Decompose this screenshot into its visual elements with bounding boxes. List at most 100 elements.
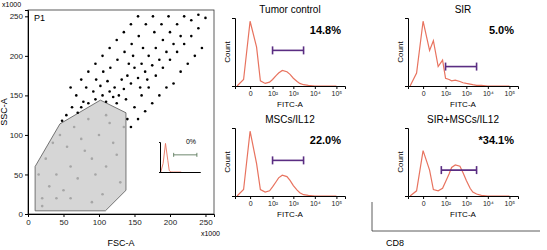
y-axis-label: Count [223, 151, 232, 173]
tick: 10⁴ [483, 86, 494, 97]
tick-label: 10⁴ [310, 90, 321, 97]
point [69, 86, 72, 89]
tick-mark [466, 86, 467, 89]
x-axis: 010²10³10⁴10⁵ [409, 196, 519, 207]
tick-mark [273, 196, 274, 199]
tick-mark [25, 174, 28, 175]
point [71, 106, 74, 109]
gate-end [272, 156, 274, 164]
point [108, 90, 111, 93]
tick-label: 10² [268, 200, 279, 207]
tick: 10³ [462, 196, 473, 207]
chart: 050100150200250050100150200250P1FSC-ASSC… [0, 1, 220, 248]
point [59, 134, 62, 137]
tick-label: 50 [14, 171, 23, 180]
x-axis [161, 172, 201, 174]
tick: 10² [268, 196, 279, 207]
axis-line [405, 129, 409, 197]
point [142, 47, 145, 50]
point [76, 111, 79, 114]
chart: 010²10³10⁴10⁵Tumor control14.8%FITC-ACou… [223, 4, 346, 109]
figure-label-group: CD8 [372, 202, 540, 248]
tick: 0 [19, 210, 28, 219]
gate-end [476, 63, 478, 71]
panel-title: SIR [455, 4, 472, 15]
point [37, 173, 40, 176]
point [160, 23, 163, 26]
figure: 050100150200250050100150200250P1FSC-ASSC… [0, 0, 547, 250]
point [162, 66, 165, 69]
tick-mark [25, 214, 28, 215]
point [123, 88, 126, 91]
tick-mark [25, 16, 28, 17]
gate-end [303, 46, 305, 54]
gate [273, 46, 304, 54]
tick: 10² [268, 86, 279, 97]
point [52, 142, 55, 145]
axis-line [236, 87, 346, 90]
x-axis: 050100150200250 [26, 214, 214, 227]
gate-end [196, 153, 197, 157]
tick: 10⁵ [332, 196, 343, 207]
tick: 10³ [289, 86, 300, 97]
tick-label: 0 [19, 210, 24, 219]
point [82, 100, 85, 103]
tick: 0 [422, 86, 426, 97]
point [55, 197, 58, 200]
tick-mark [423, 86, 424, 89]
tick-mark [488, 86, 489, 89]
tick-mark [509, 196, 510, 199]
percentage: 14.8% [310, 24, 341, 36]
tick-mark [205, 214, 206, 217]
point [130, 43, 133, 46]
point [204, 17, 207, 20]
y-axis-label: Count [396, 41, 405, 63]
point [132, 55, 135, 58]
x-axis-label: FSC-A [108, 238, 135, 248]
tick: 250 [199, 214, 213, 227]
point [137, 15, 140, 18]
point [73, 126, 76, 129]
axis-line [236, 197, 346, 200]
tick-mark [25, 95, 28, 96]
point [179, 35, 182, 38]
point [91, 201, 94, 204]
point [128, 62, 131, 65]
tick-label: 250 [10, 12, 24, 21]
x-axis: 010²10³10⁴10⁵ [236, 86, 346, 97]
panel-title: SIR+MSCs/IL12 [427, 114, 499, 125]
tick-mark [315, 86, 316, 89]
point [147, 86, 150, 89]
point [65, 114, 68, 117]
point [176, 23, 179, 26]
point [123, 31, 126, 34]
point [105, 114, 108, 117]
point [137, 35, 140, 38]
tick: 150 [128, 214, 142, 227]
point [112, 142, 115, 145]
y-axis [405, 19, 409, 87]
y-axis [232, 129, 236, 197]
tick: 0 [249, 196, 253, 207]
axis-line [29, 215, 215, 218]
point [197, 13, 200, 16]
point [101, 55, 104, 58]
point [162, 39, 165, 42]
tick: 10⁴ [483, 196, 494, 207]
point [190, 19, 193, 22]
percentage: *34.1% [479, 134, 515, 146]
point [126, 74, 129, 77]
tick: 10² [441, 86, 452, 97]
point [94, 173, 97, 176]
plot-area [410, 151, 509, 196]
point [76, 177, 79, 180]
tick-label: 200 [164, 218, 178, 227]
tick-mark [250, 196, 251, 199]
gate [35, 100, 126, 211]
point [147, 55, 150, 58]
point [151, 64, 154, 67]
chart: 010²10³10⁴10⁵SIR5.0%FITC-ACount [396, 4, 519, 109]
point [140, 94, 143, 97]
axis-line [25, 11, 29, 215]
tick-label: 10⁴ [483, 200, 494, 207]
